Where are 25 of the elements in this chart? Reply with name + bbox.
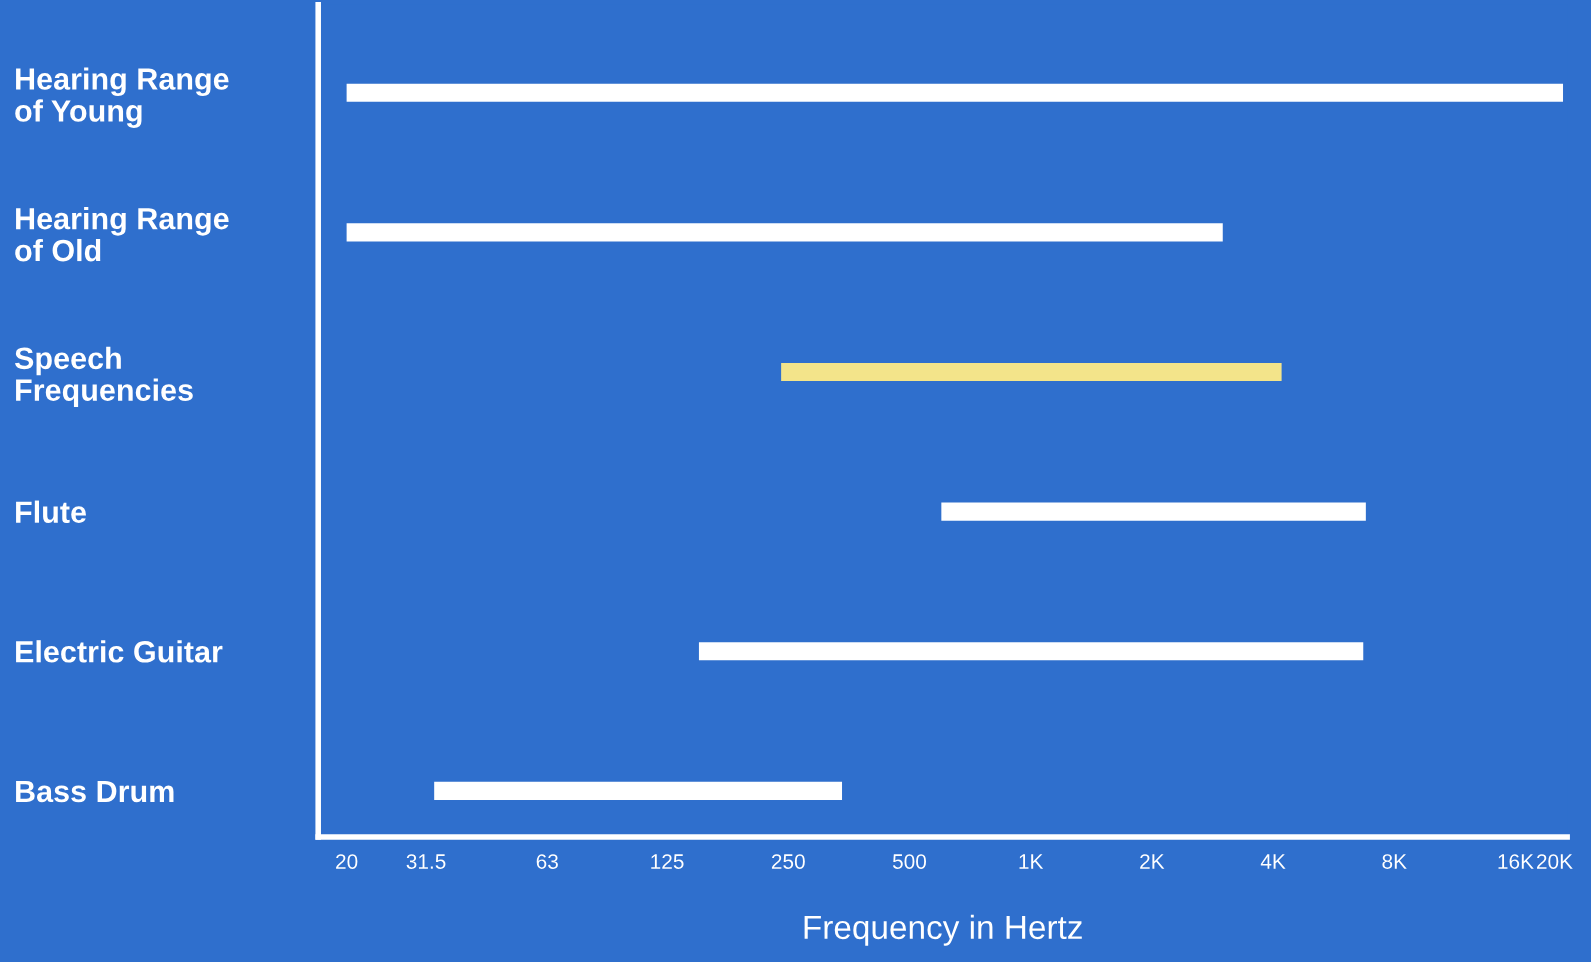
y-tick-label: Speech Frequencies bbox=[14, 346, 193, 407]
bar bbox=[781, 362, 1282, 382]
bar bbox=[346, 223, 1223, 242]
x-tick-label: 4K bbox=[1260, 854, 1286, 869]
x-tick-label: 20 bbox=[336, 854, 358, 869]
x-tick-label: 1K bbox=[1019, 854, 1044, 869]
x-tick-label: 8K bbox=[1382, 854, 1407, 869]
x-tick-label: 125 bbox=[651, 854, 684, 869]
x-tick-label: 500 bbox=[892, 854, 927, 869]
x-tick-label: 16K bbox=[1498, 854, 1534, 869]
y-tick-label: Bass Drum bbox=[16, 780, 174, 803]
x-axis-title: Frequency in Hertz bbox=[804, 914, 1082, 946]
y-tick-label: Flute bbox=[16, 500, 86, 523]
bar bbox=[698, 642, 1364, 661]
x-tick-label: 31.5 bbox=[406, 854, 446, 869]
x-tick-label: 250 bbox=[771, 854, 805, 869]
y-tick-label: Hearing Range of Young bbox=[15, 67, 229, 128]
x-tick-label: 20K bbox=[1537, 854, 1573, 869]
bar bbox=[941, 502, 1366, 521]
x-tick-label: 63 bbox=[536, 854, 558, 869]
x-tick-label: 2K bbox=[1140, 854, 1165, 869]
bar bbox=[434, 781, 843, 800]
bar bbox=[346, 83, 1564, 102]
y-tick-label: Hearing Range of Old bbox=[15, 207, 229, 262]
y-tick-label: Electric Guitar bbox=[16, 640, 223, 663]
